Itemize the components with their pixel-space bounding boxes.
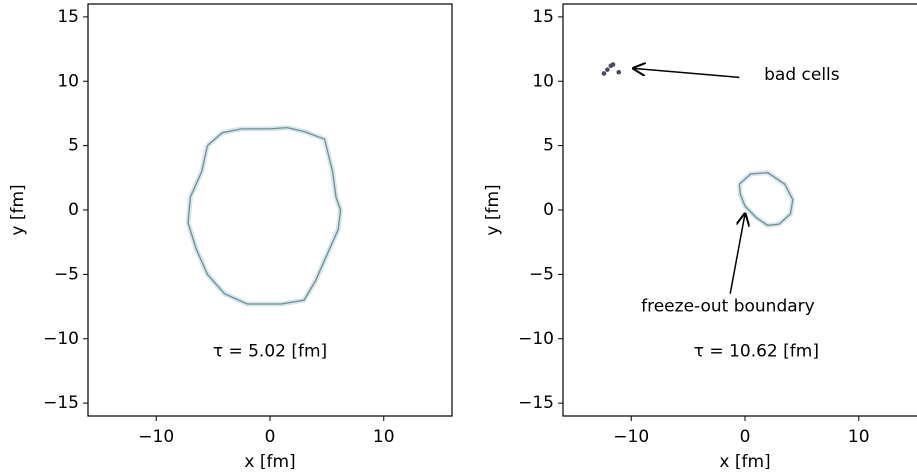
bad-cell: [610, 62, 616, 67]
contour-line: [738, 171, 794, 227]
annotation: bad cells: [764, 65, 840, 85]
axes-frame: [87, 3, 453, 417]
y-tick-label: 10: [532, 71, 554, 91]
axes-frame: [562, 3, 917, 417]
y-tick-label: 10: [57, 71, 79, 91]
y-tick-label: −5: [54, 264, 79, 284]
contour-halo: [736, 170, 796, 228]
x-tick-label: −10: [613, 427, 649, 447]
y-axis-label: y [fm]: [8, 184, 28, 235]
bad-cell: [601, 71, 607, 76]
x-tick-label: 0: [265, 427, 276, 447]
y-tick-label: 0: [543, 200, 554, 220]
bad-cell: [605, 67, 610, 72]
y-tick-label: −10: [43, 329, 79, 349]
annotation: freeze-out boundary: [641, 297, 815, 317]
annotation-arrow: [634, 68, 740, 79]
x-tick-label: 10: [848, 427, 870, 447]
y-tick-label: 5: [68, 136, 79, 156]
contour-line: [187, 126, 342, 305]
x-tick-label: 10: [373, 427, 395, 447]
y-tick-label: 5: [543, 136, 554, 156]
y-tick-label: −15: [518, 393, 554, 413]
y-tick-label: −15: [43, 393, 79, 413]
annotation: τ = 10.62 [fm]: [694, 342, 819, 362]
x-tick-label: 0: [740, 427, 751, 447]
x-axis-label: x [fm]: [719, 452, 770, 469]
x-tick-label: −10: [138, 427, 174, 447]
y-tick-label: −5: [529, 264, 554, 284]
annotation: τ = 5.02 [fm]: [213, 342, 327, 362]
x-axis-label: x [fm]: [244, 452, 295, 469]
y-tick-label: 15: [57, 7, 79, 27]
y-tick-label: −10: [518, 329, 554, 349]
bad-cell: [616, 69, 622, 75]
y-tick-label: 15: [532, 7, 554, 27]
annotation-arrow: [729, 214, 745, 294]
y-axis-label: y [fm]: [483, 184, 503, 235]
y-tick-label: 0: [68, 200, 79, 220]
